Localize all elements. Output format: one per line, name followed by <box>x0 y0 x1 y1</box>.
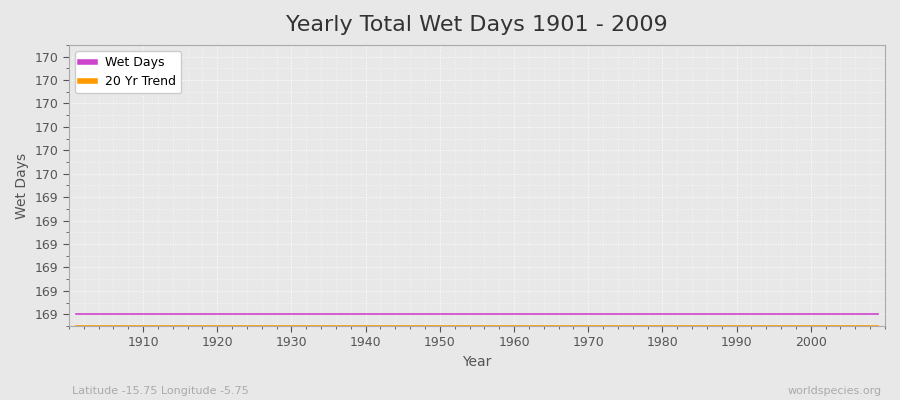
20 Yr Trend <box>130 324 141 328</box>
Text: Latitude -15.75 Longitude -5.75: Latitude -15.75 Longitude -5.75 <box>72 386 248 396</box>
20 Yr Trend <box>338 324 349 328</box>
20 Yr Trend <box>598 324 608 328</box>
Title: Yearly Total Wet Days 1901 - 2009: Yearly Total Wet Days 1901 - 2009 <box>286 15 668 35</box>
20 Yr Trend <box>872 324 883 328</box>
Wet Days <box>293 312 304 317</box>
Wet Days <box>508 312 519 317</box>
Wet Days <box>598 312 608 317</box>
Legend: Wet Days, 20 Yr Trend: Wet Days, 20 Yr Trend <box>75 51 181 93</box>
Wet Days <box>338 312 349 317</box>
20 Yr Trend <box>508 324 519 328</box>
Wet Days <box>130 312 141 317</box>
20 Yr Trend <box>71 324 82 328</box>
X-axis label: Year: Year <box>463 355 491 369</box>
Wet Days <box>501 312 512 317</box>
20 Yr Trend <box>501 324 512 328</box>
Wet Days <box>872 312 883 317</box>
Wet Days <box>71 312 82 317</box>
Y-axis label: Wet Days: Wet Days <box>15 152 29 218</box>
Text: worldspecies.org: worldspecies.org <box>788 386 882 396</box>
20 Yr Trend <box>293 324 304 328</box>
